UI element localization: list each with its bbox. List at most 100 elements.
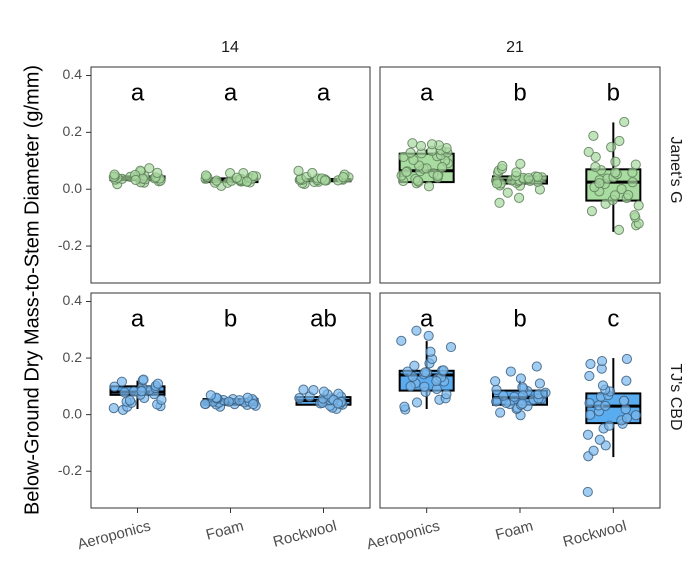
data-point-col21-janet-s-g-rockwool (627, 177, 638, 188)
data-point-col21-tj-s-cbd-aeroponics (411, 325, 422, 336)
y-tick-label: 0.0 (63, 405, 83, 421)
data-point-col14-tj-s-cbd-foam (248, 398, 259, 410)
data-point-col14-tj-s-cbd-aeroponics (156, 394, 167, 405)
data-point-col14-janet-s-g-foam (241, 176, 252, 187)
data-point-col21-tj-s-cbd-rockwool (621, 413, 633, 424)
data-point-col14-janet-s-g-rockwool (293, 165, 304, 176)
data-point-col21-tj-s-cbd-aeroponics (402, 366, 413, 377)
significance-letter-col14-tj-s-cbd-aeroponics: a (131, 305, 145, 332)
data-point-col21-tj-s-cbd-foam (517, 398, 528, 409)
data-point-col14-tj-s-cbd-foam (199, 398, 211, 410)
data-point-col21-tj-s-cbd-aeroponics (445, 341, 457, 353)
data-point-col21-janet-s-g-foam (511, 167, 522, 178)
panels-group: -0.20.00.20.4a a a a b b-0.20.00.20.4a b ab a b c (58, 66, 661, 509)
data-point-col14-tj-s-cbd-aeroponics (124, 395, 136, 406)
data-point-col21-janet-s-g-aeroponics (407, 138, 418, 149)
data-point-col21-janet-s-g-foam (497, 160, 508, 172)
significance-letter-col14-tj-s-cbd-rockwool: ab (310, 305, 337, 332)
data-point-col21-tj-s-cbd-foam (509, 391, 520, 402)
significance-letter-col14-tj-s-cbd-foam: b (224, 305, 237, 332)
data-point-col21-tj-s-cbd-aeroponics (438, 365, 449, 376)
data-point-col21-janet-s-g-aeroponics (437, 161, 448, 173)
facet-title-col-21: 21 (506, 39, 524, 56)
data-point-col21-janet-s-g-foam (491, 178, 503, 189)
significance-letter-col21-janet-s-g-aeroponics: a (420, 79, 434, 106)
data-point-col21-janet-s-g-foam (494, 197, 505, 208)
data-point-col21-tj-s-cbd-aeroponics (431, 375, 442, 387)
data-point-col21-tj-s-cbd-foam (517, 390, 528, 401)
data-point-col21-janet-s-g-foam (515, 158, 526, 169)
data-point-col21-tj-s-cbd-aeroponics (441, 389, 452, 400)
data-point-col21-janet-s-g-foam (502, 187, 513, 198)
data-point-col14-janet-s-g-aeroponics (144, 163, 155, 174)
data-point-col14-janet-s-g-rockwool (319, 175, 331, 186)
data-point-col14-tj-s-cbd-aeroponics (109, 381, 120, 392)
data-point-col21-janet-s-g-rockwool (616, 183, 627, 195)
data-point-col14-tj-s-cbd-rockwool (318, 386, 330, 397)
significance-letter-col21-janet-s-g-foam: b (513, 79, 526, 106)
data-point-col14-tj-s-cbd-rockwool (308, 384, 319, 396)
data-point-col14-tj-s-cbd-rockwool (298, 384, 309, 395)
data-point-col21-janet-s-g-rockwool (586, 206, 598, 217)
data-point-col21-janet-s-g-aeroponics (415, 140, 427, 152)
data-point-col21-tj-s-cbd-rockwool (588, 445, 599, 456)
data-point-col21-tj-s-cbd-rockwool (604, 420, 615, 431)
y-tick-label: 0.4 (63, 66, 83, 82)
data-point-col14-tj-s-cbd-aeroponics (152, 378, 164, 389)
y-tick-label: -0.2 (58, 462, 82, 478)
data-point-col21-janet-s-g-foam (523, 173, 534, 184)
data-point-col14-janet-s-g-rockwool (338, 172, 349, 183)
facet-title-col-14: 14 (221, 39, 239, 56)
data-point-col14-janet-s-g-rockwool (307, 167, 318, 179)
data-point-col21-janet-s-g-rockwool (633, 200, 644, 211)
data-point-col21-tj-s-cbd-foam (491, 384, 502, 396)
data-point-col21-janet-s-g-rockwool (590, 151, 601, 163)
data-point-col21-janet-s-g-rockwool (594, 178, 605, 189)
data-point-col14-tj-s-cbd-aeroponics (108, 403, 119, 414)
data-point-col21-tj-s-cbd-foam (498, 390, 509, 401)
data-point-col21-janet-s-g-rockwool (610, 156, 621, 167)
significance-letter-col21-tj-s-cbd-foam: b (513, 305, 526, 332)
y-tick-label: 0.2 (63, 349, 83, 365)
data-point-col21-tj-s-cbd-rockwool (582, 486, 593, 498)
x-tick-label-foam: Foam (494, 517, 535, 543)
data-point-col21-tj-s-cbd-foam (495, 407, 506, 418)
x-tick-labels: Aeroponics Foam Rockwool Aeroponics Foam Rock… (76, 508, 628, 553)
data-point-col21-tj-s-cbd-aeroponics (409, 360, 420, 371)
data-point-col21-tj-s-cbd-rockwool (621, 353, 633, 365)
data-point-col14-tj-s-cbd-foam (234, 395, 245, 406)
data-point-col21-tj-s-cbd-rockwool (584, 370, 595, 382)
data-point-col21-janet-s-g-aeroponics (401, 166, 412, 178)
data-point-col14-janet-s-g-foam (200, 170, 212, 181)
data-point-col14-janet-s-g-foam (231, 172, 242, 183)
data-point-col21-tj-s-cbd-foam (490, 376, 501, 387)
panel-col14-janet-s-g: -0.2 0.0 0.2 0.4 a a a (58, 66, 371, 284)
x-tick-label-aeroponics: Aeroponics (76, 517, 153, 553)
data-point-col21-tj-s-cbd-rockwool (618, 395, 630, 406)
data-point-col21-janet-s-g-rockwool (614, 135, 625, 147)
y-tick-label: 0.0 (63, 180, 83, 196)
data-point-col21-janet-s-g-rockwool (609, 190, 621, 201)
data-point-col21-janet-s-g-aeroponics (412, 175, 423, 186)
data-point-col21-tj-s-cbd-rockwool (621, 375, 632, 386)
data-point-col21-janet-s-g-aeroponics (405, 147, 416, 158)
data-point-col14-tj-s-cbd-rockwool (294, 393, 305, 404)
data-point-col21-tj-s-cbd-foam (491, 396, 502, 407)
data-point-col14-tj-s-cbd-aeroponics (119, 387, 130, 398)
data-point-col14-janet-s-g-aeroponics (109, 169, 120, 180)
data-point-col21-tj-s-cbd-rockwool (597, 380, 609, 391)
data-point-col21-tj-s-cbd-aeroponics (423, 330, 434, 341)
data-point-col21-tj-s-cbd-aeroponics (425, 346, 436, 357)
data-point-col21-tj-s-cbd-aeroponics (411, 397, 423, 408)
facet-title-row-tjs-cbd: TJ's CBD (667, 363, 684, 430)
panel-col21-tj-s-cbd: a b c (379, 292, 661, 509)
y-tick-label: 0.4 (63, 292, 83, 308)
x-tick-label-aeroponics: Aeroponics (365, 517, 442, 553)
data-point-col21-tj-s-cbd-foam (540, 387, 551, 398)
data-point-col21-janet-s-g-rockwool (590, 161, 601, 173)
data-point-col21-janet-s-g-rockwool (610, 167, 621, 178)
data-point-col21-tj-s-cbd-foam (534, 378, 545, 389)
data-point-col21-janet-s-g-rockwool (623, 190, 634, 201)
